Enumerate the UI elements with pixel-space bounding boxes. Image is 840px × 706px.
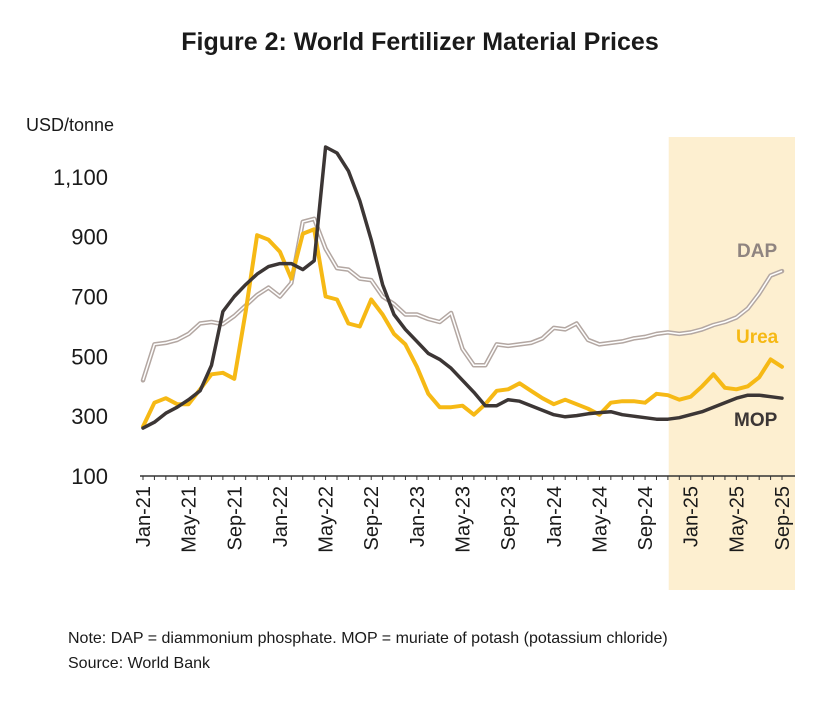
y-tick-label: 300	[71, 404, 108, 429]
x-tick-label: Sep-22	[361, 486, 383, 551]
x-tick-label: May-21	[179, 486, 201, 553]
x-tick-label: Jan-21	[133, 486, 155, 547]
x-tick-label: May-23	[453, 486, 475, 553]
y-axis-tick-labels: 100 300 500 700 900 1,100	[53, 165, 108, 489]
note-text: Note: DAP = diammonium phosphate. MOP = …	[68, 630, 668, 647]
y-tick-label: 500	[71, 344, 108, 369]
y-tick-label: 100	[71, 464, 108, 489]
series-label-mop: MOP	[734, 410, 778, 431]
x-tick-label: Jan-25	[681, 486, 703, 547]
series-line-dap-inner	[142, 218, 783, 381]
series-label-dap: DAP	[737, 241, 777, 262]
x-tick-label: Jan-24	[544, 486, 566, 547]
y-tick-label: 700	[71, 285, 108, 310]
x-tick-label: May-25	[726, 486, 748, 553]
y-tick-label: 900	[71, 225, 108, 250]
series-line-urea	[141, 227, 784, 429]
y-tick-label: 1,100	[53, 165, 108, 190]
x-tick-label: Sep-25	[772, 486, 794, 551]
x-tick-label: Sep-23	[498, 486, 520, 551]
series-layer	[140, 145, 785, 430]
x-tick-label: Jan-23	[407, 486, 429, 547]
source-text: Source: World Bank	[68, 655, 210, 672]
x-tick-label: Sep-24	[635, 486, 657, 551]
chart-title: Figure 2: World Fertilizer Material Pric…	[181, 28, 659, 56]
series-line-mop	[141, 145, 784, 430]
x-axis-ticks: Jan-21 May-21 Sep-21 Jan-22 May-22 Sep-22 Jan-…	[133, 476, 794, 553]
series-label-urea: Urea	[736, 327, 779, 348]
x-tick-label: Sep-21	[224, 486, 246, 551]
x-tick-label: May-24	[589, 486, 611, 553]
x-tick-label: May-22	[316, 486, 338, 553]
y-unit-label: USD/tonne	[26, 115, 114, 135]
x-tick-label: Jan-22	[270, 486, 292, 547]
